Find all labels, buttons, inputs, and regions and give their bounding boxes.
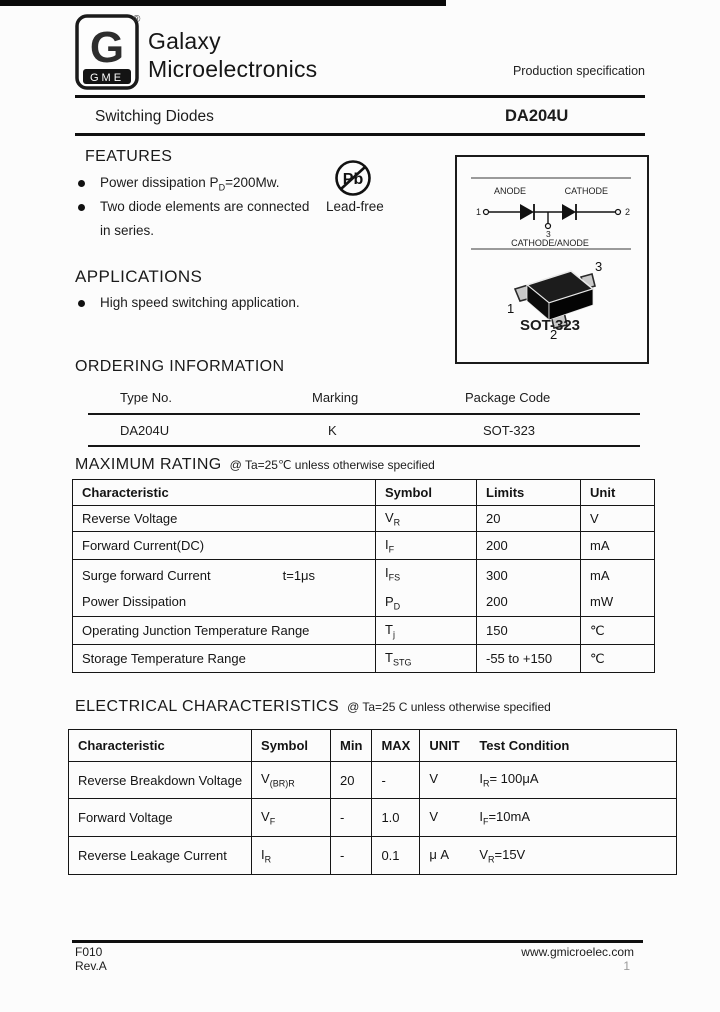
- table-header-row: Characteristic Symbol Limits Unit: [72, 479, 655, 506]
- company-logo: G GME: [75, 14, 139, 90]
- ordering-rule: [88, 413, 640, 415]
- svg-text:3: 3: [546, 229, 551, 239]
- package-name: SOT-323: [519, 317, 581, 334]
- electrical-condition: @ Ta=25 C unless otherwise specified: [347, 700, 551, 714]
- internal-circuit-diagram: ANODE CATHODE 1 2 3 CATHODE/ANODE: [476, 186, 630, 248]
- page-number: 1: [623, 959, 630, 973]
- doc-code: F010: [75, 945, 103, 959]
- feature-item-1: Power dissipation PD=200Mw.: [78, 175, 279, 193]
- company-name-line1: Galaxy: [148, 28, 221, 54]
- footer-website: www.gmicroelec.com: [521, 945, 634, 959]
- divider: [471, 248, 631, 250]
- ordering-type-no: DA204U: [120, 423, 170, 438]
- registered-trademark: ®: [133, 14, 141, 25]
- table-row: Storage Temperature Range TSTG -55 to +1…: [72, 644, 655, 673]
- max-rating-condition: @ Ta=25℃ unless otherwise specified: [229, 458, 435, 472]
- bullet-icon: [78, 180, 85, 187]
- features-heading: FEATURES: [85, 148, 173, 165]
- maximum-rating-table: Characteristic Symbol Limits Unit Revers…: [72, 479, 655, 673]
- ordering-col-marking: Marking: [312, 390, 359, 405]
- ordering-marking: K: [328, 423, 337, 438]
- ordering-heading: ORDERING INFORMATION: [75, 358, 285, 375]
- scan-artifact-strip: [0, 0, 446, 6]
- bullet-icon: [78, 300, 85, 307]
- feature-item-2-cont: in series.: [100, 223, 155, 238]
- table-row: Reverse Voltage VR 20 V: [72, 505, 655, 532]
- svg-text:2: 2: [625, 207, 630, 217]
- revision: Rev.A: [75, 959, 107, 973]
- svg-text:ANODE: ANODE: [494, 186, 526, 196]
- package-3d-drawing: 1 2 3: [507, 259, 602, 342]
- electrical-heading-row: ELECTRICAL CHARACTERISTICS @ Ta=25 C unle…: [75, 698, 551, 716]
- svg-text:3: 3: [595, 259, 602, 274]
- footer-doc-info: F010 Rev.A: [75, 945, 107, 973]
- gme-logo-icon: G GME: [75, 14, 139, 90]
- table-header-row: Characteristic Symbol Min MAX UNIT Test C…: [67, 729, 678, 762]
- table-row-merged: Surge forward Current t=1μs Power Dissipa…: [72, 559, 655, 617]
- ordering-col-package: Package Code: [465, 390, 551, 405]
- title-bar-top-rule: [75, 95, 645, 98]
- bullet-icon: [78, 204, 85, 211]
- table-row: Forward Voltage VF - 1.0 V IF=10mA: [67, 798, 678, 837]
- svg-text:CATHODE/ANODE: CATHODE/ANODE: [511, 238, 589, 248]
- ordering-col-type: Type No.: [120, 390, 173, 405]
- table-row: Forward Current(DC) IF 200 mA: [72, 531, 655, 560]
- lead-free-icon: Pb: [333, 158, 373, 203]
- svg-text:GME: GME: [90, 72, 124, 84]
- product-family-title: Switching Diodes: [95, 108, 214, 125]
- svg-text:G: G: [90, 23, 124, 72]
- part-number: DA204U: [505, 107, 569, 125]
- max-rating-heading: MAXIMUM RATING: [75, 456, 222, 473]
- max-rating-heading-row: MAXIMUM RATING @ Ta=25℃ unless otherwise …: [75, 456, 435, 474]
- svg-text:1: 1: [476, 207, 481, 217]
- company-name-line2: Microelectronics: [148, 56, 318, 82]
- table-row: Operating Junction Temperature Range Tj …: [72, 616, 655, 645]
- table-row: Reverse Leakage Current IR - 0.1 μ A VR=1…: [67, 836, 678, 875]
- ordering-rule: [88, 445, 640, 447]
- title-bar-bottom-rule: [75, 133, 645, 136]
- lead-free-label: Lead-free: [326, 199, 384, 214]
- ordering-package-code: SOT-323: [483, 423, 536, 438]
- application-item-1: High speed switching application.: [78, 295, 300, 310]
- ordering-table: Type No. Marking Package Code DA204U K S…: [72, 386, 644, 448]
- divider: [471, 177, 631, 179]
- applications-heading: APPLICATIONS: [75, 267, 203, 286]
- footer-rule: [72, 940, 643, 943]
- feature-item-2: Two diode elements are connected: [78, 199, 309, 214]
- production-spec-label: Production specification: [512, 64, 645, 78]
- electrical-heading: ELECTRICAL CHARACTERISTICS: [75, 698, 340, 715]
- electrical-characteristics-table: Characteristic Symbol Min MAX UNIT Test C…: [67, 729, 678, 875]
- svg-text:CATHODE: CATHODE: [565, 186, 608, 196]
- company-name: Galaxy Microelectronics: [148, 27, 317, 83]
- svg-text:1: 1: [507, 301, 514, 316]
- svg-text:2: 2: [550, 327, 557, 342]
- package-info-box: ANODE CATHODE 1 2 3 CATHODE/ANODE: [455, 155, 649, 364]
